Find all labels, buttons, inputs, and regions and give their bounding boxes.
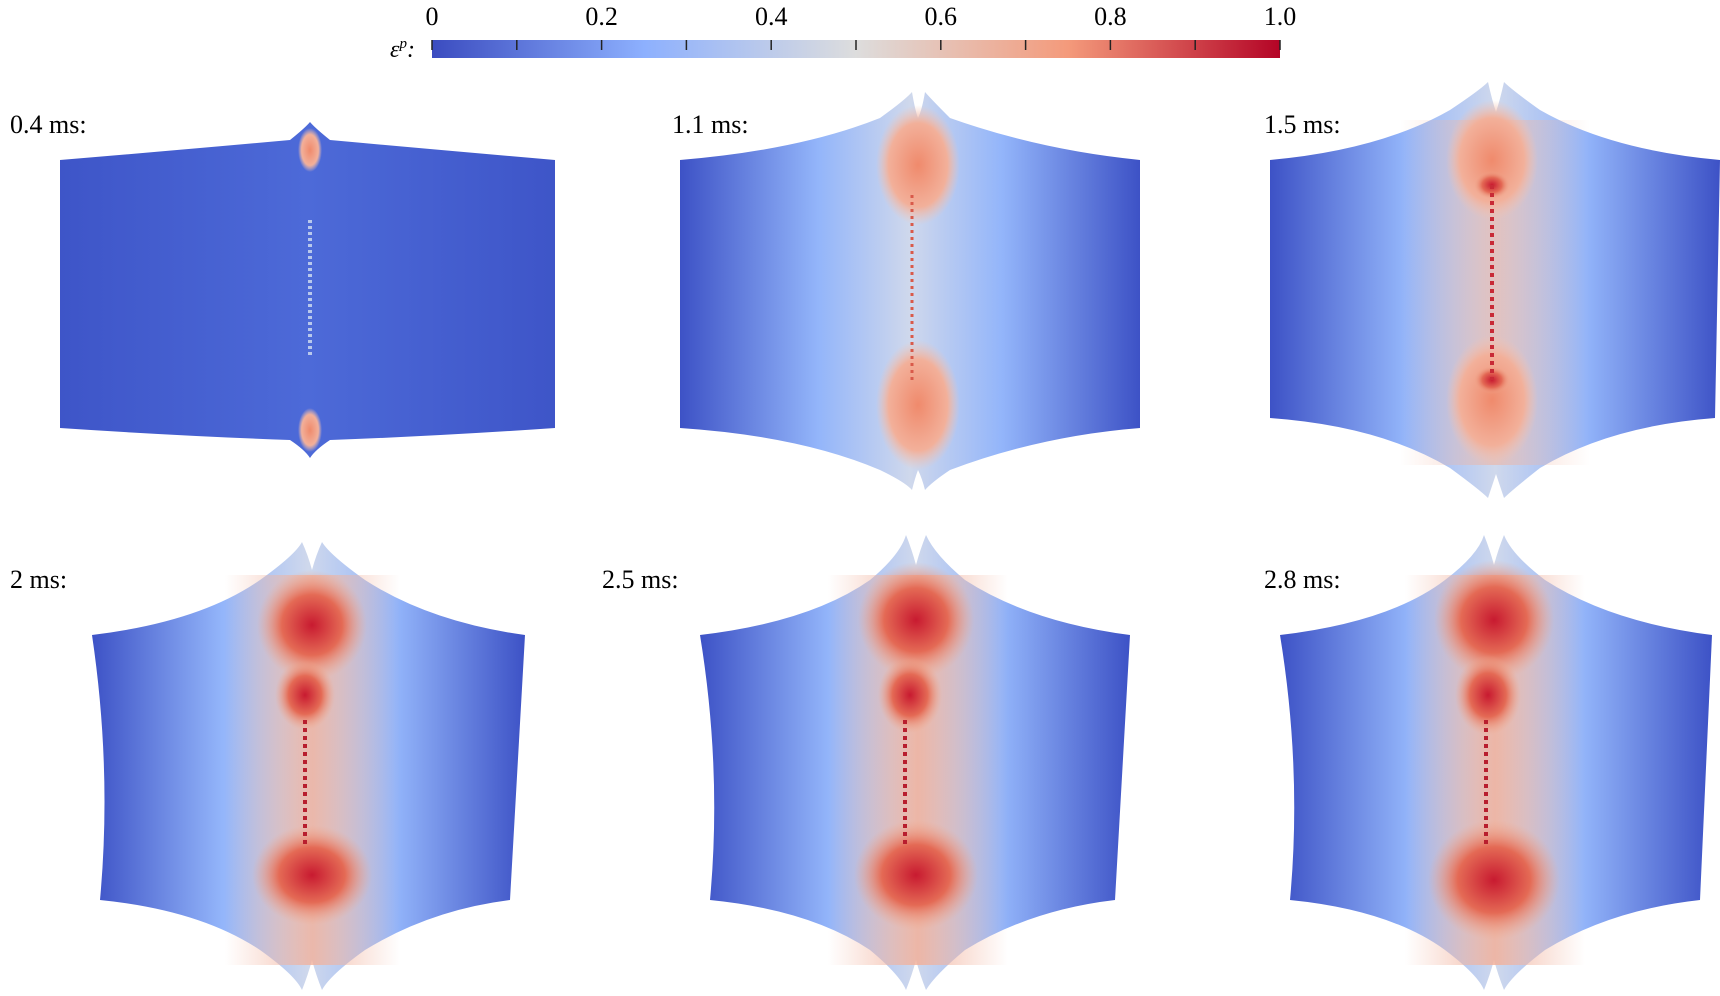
panel-6-time-label: 2.8 ms: (1264, 565, 1341, 594)
colorbar-symbol-suffix: : (406, 37, 415, 63)
panel-5-time-label: 2.5 ms: (602, 565, 679, 594)
panel-2-contour (680, 92, 1140, 490)
panel-1-contour (60, 122, 555, 458)
panel-4-contour (92, 542, 525, 990)
colorbar-tick-label: 0.4 (754, 2, 788, 31)
colorbar-tick-label: 1.0 (1263, 2, 1297, 31)
panel-3-contour (1270, 82, 1720, 498)
panel-1-time-label: 0.4 ms: (10, 110, 87, 139)
colorbar-ticks (431, 40, 1281, 50)
colorbar-symbol-superscript: p (399, 36, 407, 52)
colorbar-tick-label: 0.8 (1094, 2, 1127, 31)
panel-4-time-label: 2 ms: (10, 565, 68, 594)
colorbar-tick-label: 0.6 (924, 2, 958, 31)
colorbar-tick-label: 0.2 (585, 2, 618, 31)
colorbar-symbol-base: ε (390, 37, 400, 63)
panel-6-contour (1280, 535, 1712, 990)
colorbar-tick-label: 0 (425, 2, 439, 31)
panel-2-time-label: 1.1 ms: (672, 110, 749, 139)
panel-3-time-label: 1.5 ms: (1264, 110, 1341, 139)
colorbar-symbol: εp: (390, 36, 415, 64)
panel-5-contour (700, 535, 1130, 990)
